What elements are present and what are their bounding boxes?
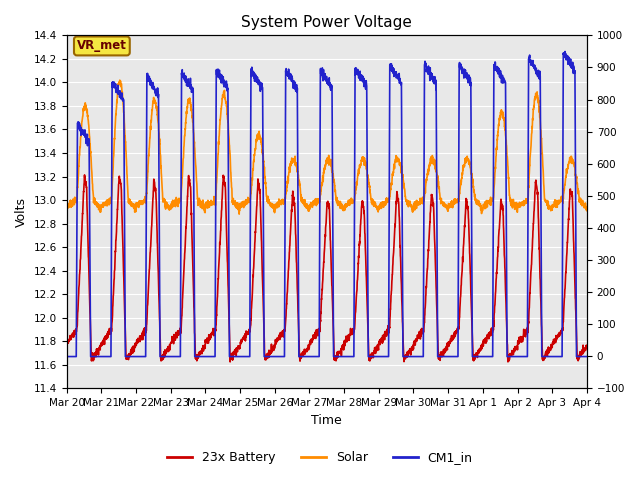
CM1_in: [561, 48, 569, 54]
Solar: [153, 106, 161, 111]
23x Battery: [285, 257, 293, 263]
CM1_in: [63, 354, 70, 360]
23x Battery: [81, 172, 88, 178]
23x Battery: [227, 359, 234, 365]
Solar: [573, 181, 581, 187]
Line: Solar: Solar: [67, 80, 587, 214]
Y-axis label: Volts: Volts: [15, 197, 28, 227]
CM1_in: [122, 354, 130, 360]
CM1_in: [153, 87, 161, 93]
Line: 23x Battery: 23x Battery: [67, 175, 587, 362]
Solar: [285, 169, 293, 175]
23x Battery: [583, 345, 591, 350]
Legend: 23x Battery, Solar, CM1_in: 23x Battery, Solar, CM1_in: [163, 446, 477, 469]
CM1_in: [285, 66, 292, 72]
CM1_in: [573, 354, 580, 360]
Line: CM1_in: CM1_in: [67, 51, 587, 357]
CM1_in: [262, 354, 270, 360]
Solar: [262, 192, 270, 198]
Solar: [236, 211, 243, 217]
X-axis label: Time: Time: [311, 414, 342, 427]
CM1_in: [583, 354, 591, 360]
Title: System Power Voltage: System Power Voltage: [241, 15, 412, 30]
23x Battery: [262, 356, 270, 362]
Solar: [63, 200, 70, 206]
23x Battery: [573, 350, 581, 356]
CM1_in: [516, 354, 524, 360]
23x Battery: [63, 344, 70, 349]
Solar: [583, 208, 591, 214]
Solar: [517, 202, 525, 207]
23x Battery: [122, 356, 130, 361]
23x Battery: [153, 224, 161, 229]
23x Battery: [517, 338, 525, 344]
Text: VR_met: VR_met: [77, 39, 127, 52]
Solar: [122, 148, 130, 154]
Solar: [116, 77, 124, 83]
